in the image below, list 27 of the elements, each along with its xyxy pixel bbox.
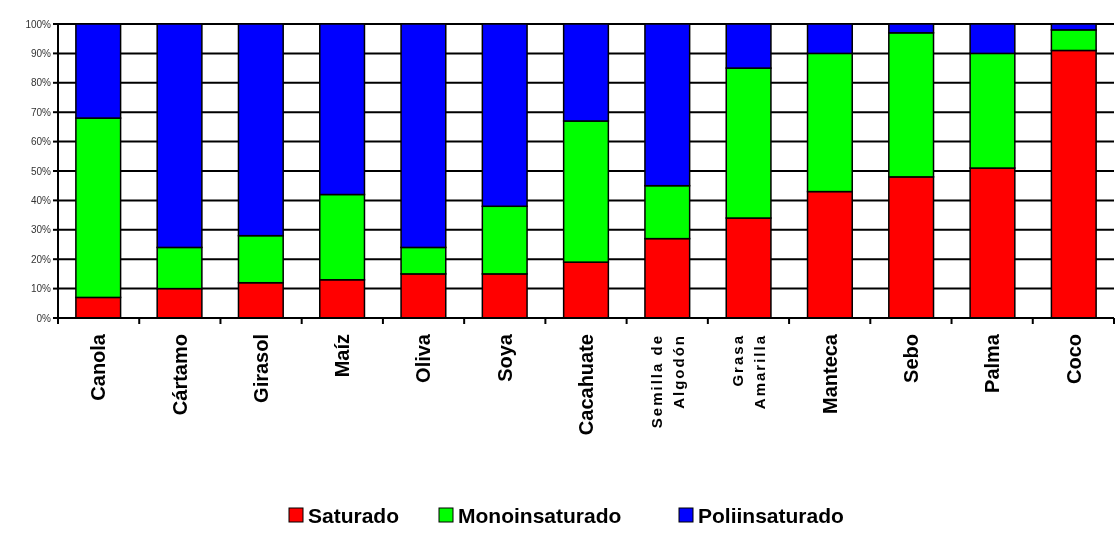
legend-label: Monoinsaturado	[458, 504, 622, 528]
x-tick-label: Coco	[1062, 334, 1085, 384]
x-tick-label: Oliva	[412, 333, 435, 383]
x-tick-label: Canola	[87, 333, 110, 401]
y-tick-label: 0%	[36, 312, 52, 324]
x-tick-label: Semilla de Algodón	[647, 334, 687, 429]
y-tick-label: 20%	[30, 253, 52, 265]
y-tick-label: 60%	[30, 136, 52, 148]
y-tick-label: 70%	[30, 106, 52, 118]
legend-label: Saturado	[308, 504, 400, 528]
x-tick-label: Maíz	[331, 334, 354, 378]
y-tick-label: 40%	[30, 194, 52, 206]
x-tick-label: Grasa Amarilla	[728, 334, 768, 410]
x-tick-label: Girasol	[249, 334, 272, 403]
x-tick-label: Manteca	[818, 333, 841, 415]
y-tick-label: 10%	[30, 283, 52, 295]
y-tick-label: 90%	[30, 47, 52, 59]
x-tick-label: Palma	[981, 333, 1004, 393]
x-tick-label: Sebo	[900, 334, 923, 383]
y-tick-label: 50%	[30, 165, 52, 177]
x-tick-label: Soya	[493, 333, 516, 382]
y-tick-label: 100%	[25, 18, 52, 30]
y-tick-label: 30%	[30, 224, 52, 236]
legend-label: Poliinsaturado	[698, 504, 844, 528]
x-tick-label: Cacahuate	[575, 334, 597, 436]
x-tick-label: Cártamo	[168, 334, 191, 416]
y-tick-label: 80%	[30, 77, 52, 89]
